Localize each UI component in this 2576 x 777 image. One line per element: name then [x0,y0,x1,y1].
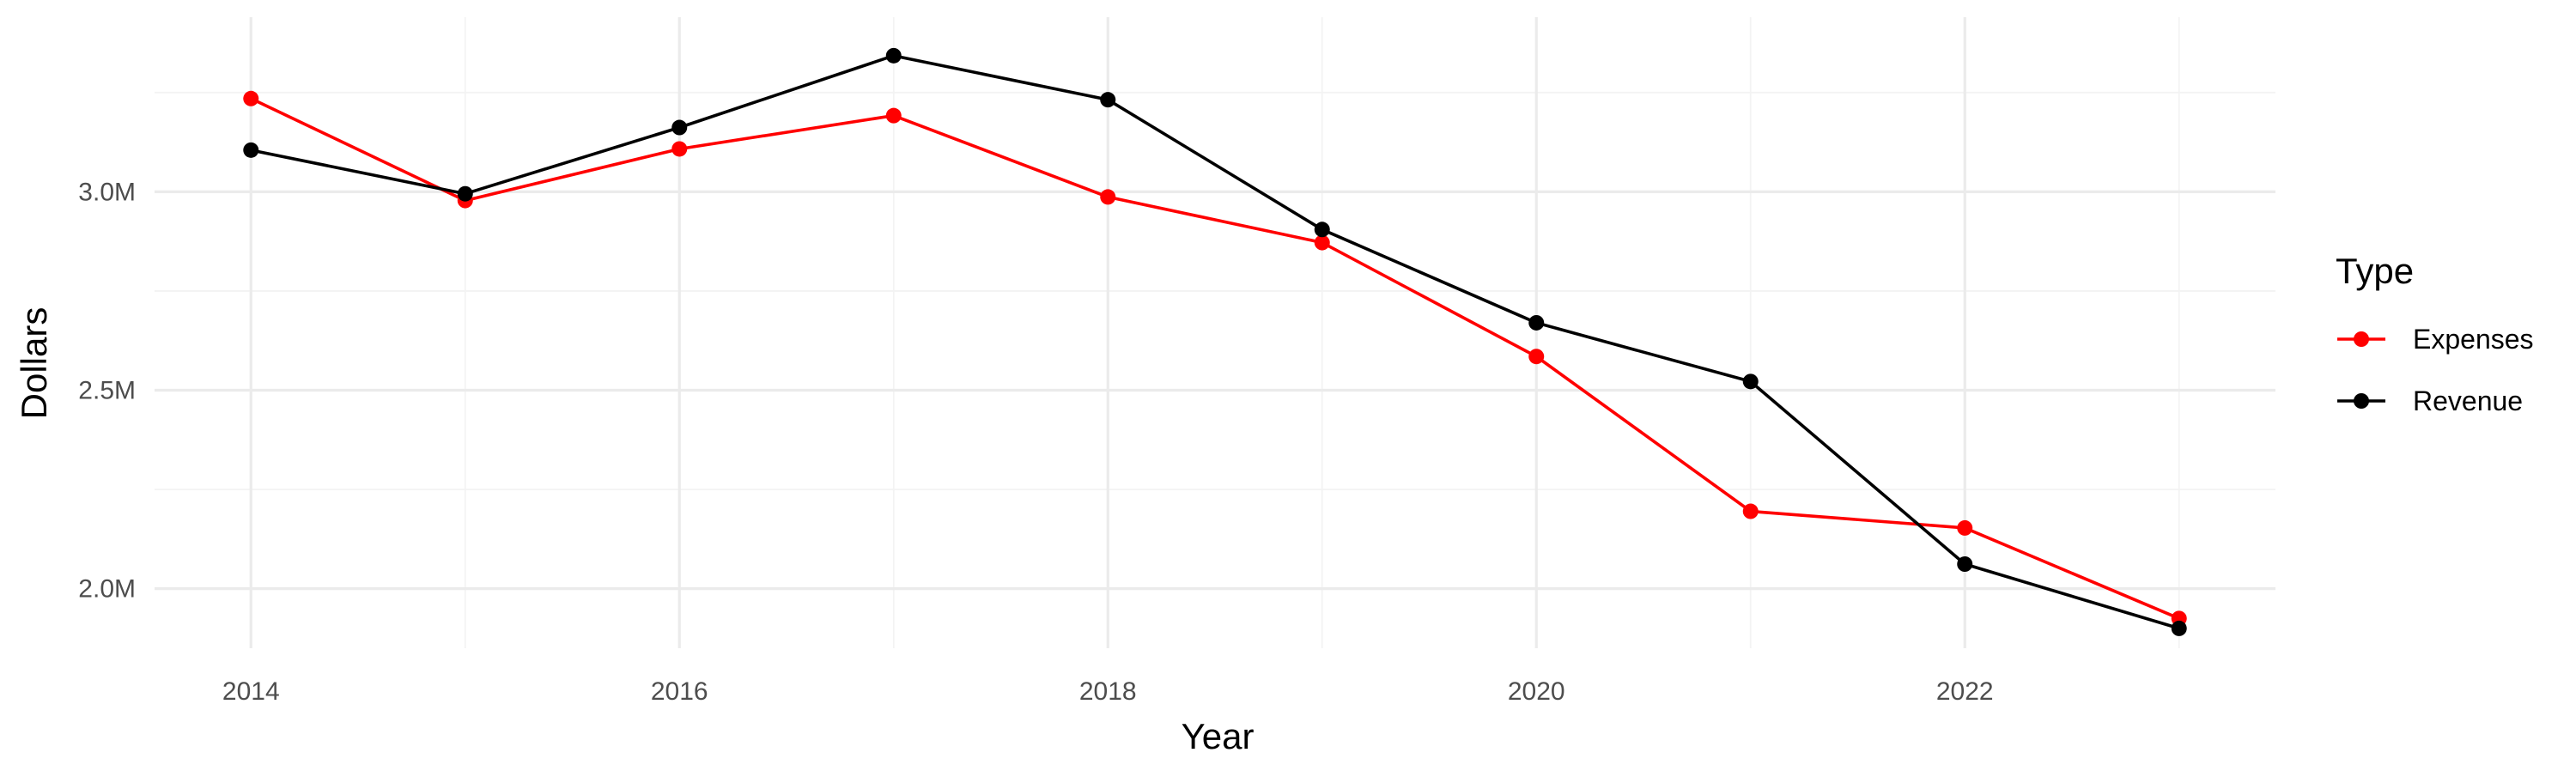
revenue-point [1528,314,1545,331]
legend-item-revenue: Revenue [2337,385,2523,416]
expenses-point [1314,234,1330,251]
x-tick-label: 2014 [222,677,280,706]
expenses-line [249,96,2181,621]
expenses-point [1742,503,1759,519]
expenses-point [671,141,688,157]
revenue-point [1957,556,1973,572]
series-layer [243,47,2187,636]
revenue-point [2171,620,2187,636]
expenses-point [1957,519,1973,536]
revenue-point [885,47,902,64]
expenses-point [885,107,902,124]
grid-layer [155,17,2275,648]
legend-key-point [2354,393,2369,409]
revenue-point [243,142,259,158]
expenses-point [1528,349,1545,365]
x-tick-label: 2016 [651,677,708,706]
y-tick-label: 2.0M [78,575,136,604]
x-tick-label: 2018 [1079,677,1137,706]
expenses-point [243,90,259,106]
x-tick-label: 2020 [1508,677,1565,706]
revenue-point [457,185,473,202]
revenue-line [249,54,2181,630]
expenses-point [1100,189,1116,205]
y-axis-title: Dollars [14,307,54,420]
legend-title: Type [2336,251,2414,291]
x-axis-title: Year [1182,716,1255,756]
x-tick-label: 2022 [1936,677,1994,706]
legend: Type Expenses Revenue [2336,251,2534,416]
revenue-point [1742,373,1759,390]
y-tick-label: 2.5M [78,377,136,405]
y-tick-label: 3.0M [78,178,136,206]
legend-key-point [2354,331,2369,347]
legend-item-expenses: Expenses [2337,324,2534,355]
axis-layer: 2014 2016 2018 2020 2022 2.0M 2.5M 3.0M [78,178,1993,706]
revenue-point [1314,222,1330,238]
revenue-point [1100,92,1116,108]
legend-items: Expenses Revenue [2337,324,2534,416]
legend-label: Expenses [2413,324,2534,355]
revenue-point [671,119,688,136]
legend-label: Revenue [2413,385,2523,416]
